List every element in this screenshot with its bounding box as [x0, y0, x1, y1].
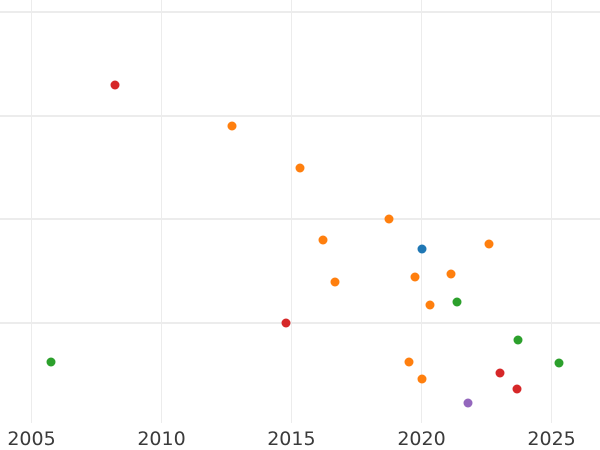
- data-point-red: [110, 80, 120, 90]
- data-point-red: [512, 384, 522, 394]
- x-tick-label: 2015: [267, 428, 316, 450]
- x-tick-label: 2010: [137, 428, 186, 450]
- x-gridline: [160, 0, 163, 423]
- x-tick-label: 2020: [397, 428, 446, 450]
- data-point-orange: [227, 121, 237, 131]
- data-point-green: [554, 358, 564, 368]
- y-gridline: [0, 322, 600, 325]
- data-point-orange: [417, 374, 427, 384]
- data-point-red: [281, 318, 291, 328]
- x-gridline: [290, 0, 293, 423]
- data-point-orange: [318, 235, 328, 245]
- x-gridline: [420, 0, 423, 423]
- x-gridline: [550, 0, 553, 423]
- data-point-orange: [404, 357, 414, 367]
- data-point-purple: [463, 398, 473, 408]
- y-gridline: [0, 114, 600, 117]
- data-point-orange: [330, 277, 340, 287]
- x-tick-label: 2005: [7, 428, 56, 450]
- data-point-orange: [295, 163, 304, 173]
- data-point-green: [46, 357, 56, 367]
- data-point-orange: [425, 300, 435, 310]
- data-point-blue: [417, 244, 427, 254]
- data-point-orange: [484, 239, 494, 249]
- data-point-green: [452, 297, 462, 307]
- y-gridline: [0, 10, 600, 13]
- data-point-orange: [384, 214, 394, 224]
- data-point-orange: [446, 269, 456, 278]
- x-gridline: [30, 0, 33, 423]
- x-tick-label: 2025: [527, 428, 576, 450]
- data-point-green: [513, 335, 523, 345]
- data-point-red: [495, 368, 505, 378]
- y-gridline: [0, 218, 600, 221]
- data-point-orange: [410, 272, 420, 282]
